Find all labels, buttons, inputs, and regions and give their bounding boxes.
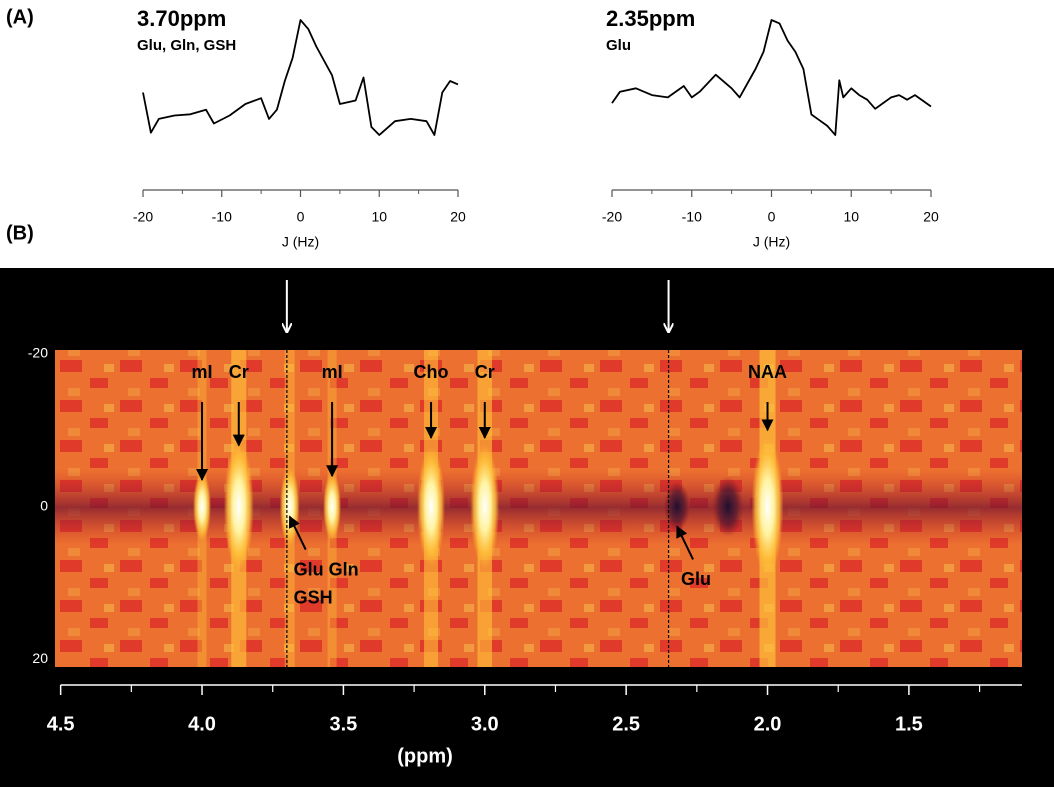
heatmap-band bbox=[55, 470, 1022, 545]
x-tick-label: 0 bbox=[768, 209, 776, 225]
chart-subtitle: Glu, Gln, GSH bbox=[137, 37, 236, 54]
annotation-label: mI bbox=[322, 362, 343, 382]
peak-core bbox=[323, 471, 342, 542]
peak-negative bbox=[712, 476, 744, 537]
x-axis-label: J (Hz) bbox=[753, 234, 790, 250]
x-tick-label: 2.5 bbox=[612, 713, 640, 735]
chart-title: 3.70ppm bbox=[137, 6, 226, 31]
x-tick-label: 10 bbox=[371, 209, 387, 225]
x-tick-label: 3.0 bbox=[471, 713, 499, 735]
peak-core bbox=[417, 446, 446, 567]
annotation-label: Glu Gln bbox=[294, 559, 359, 579]
x-tick-label: 0 bbox=[297, 209, 305, 225]
x-tick-label: 4.5 bbox=[47, 713, 75, 735]
x-axis-label: (ppm) bbox=[397, 745, 453, 767]
spectrum-line bbox=[611, 19, 932, 136]
x-tick-label: 1.5 bbox=[895, 713, 923, 735]
y-tick-label: 0 bbox=[40, 497, 48, 513]
annotation-label: Glu bbox=[681, 569, 711, 589]
peak-core bbox=[223, 441, 254, 572]
chart-title: 2.35ppm bbox=[606, 6, 695, 31]
peak-negative bbox=[663, 481, 691, 532]
y-tick-label: 20 bbox=[32, 650, 48, 666]
panel-label: (B) bbox=[6, 222, 34, 244]
x-tick-label: 20 bbox=[923, 209, 939, 225]
x-axis-label: J (Hz) bbox=[282, 234, 319, 250]
x-tick-label: 20 bbox=[450, 209, 466, 225]
chart-subtitle: Glu bbox=[606, 37, 631, 54]
annotation-label: Cr bbox=[475, 362, 495, 382]
annotation-label: Cr bbox=[229, 362, 249, 382]
y-tick-label: -20 bbox=[28, 345, 48, 361]
peak-core bbox=[470, 444, 500, 570]
x-tick-label: 10 bbox=[843, 209, 859, 225]
peak-core bbox=[279, 466, 300, 547]
panel-label: (A) bbox=[6, 6, 34, 28]
x-tick-label: -20 bbox=[133, 209, 153, 225]
spectrum-line bbox=[142, 19, 459, 136]
x-tick-label: -10 bbox=[212, 209, 232, 225]
annotation-label: NAA bbox=[748, 362, 787, 382]
x-tick-label: -10 bbox=[682, 209, 702, 225]
annotation-label: mI bbox=[192, 362, 213, 382]
x-tick-label: 3.5 bbox=[329, 713, 357, 735]
annotation-arrow bbox=[676, 525, 694, 560]
annotation-label: Cho bbox=[414, 362, 449, 382]
peak-core bbox=[193, 471, 212, 542]
annotation-arrow bbox=[288, 515, 307, 550]
x-tick-label: 4.0 bbox=[188, 713, 216, 735]
annotation-label: GSH bbox=[294, 587, 333, 607]
x-tick-label: -20 bbox=[602, 209, 622, 225]
peak-core bbox=[751, 436, 784, 577]
x-tick-label: 2.0 bbox=[754, 713, 782, 735]
